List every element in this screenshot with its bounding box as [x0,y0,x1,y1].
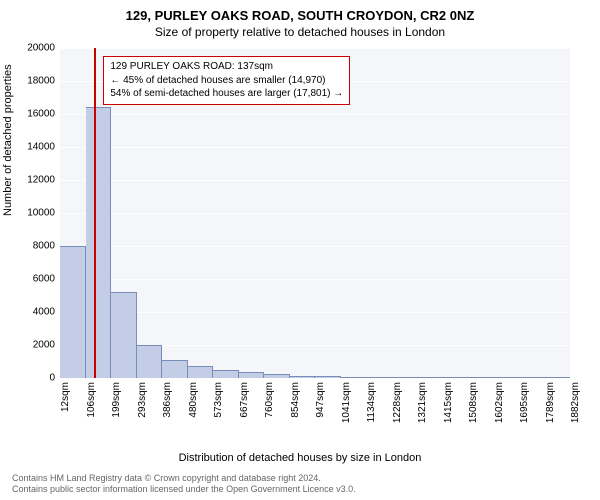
footer-attribution: Contains HM Land Registry data © Crown c… [12,473,356,496]
y-tick-label: 6000 [15,274,55,285]
grid-line [60,378,570,379]
grid-line [60,48,570,49]
plot-area: 129 PURLEY OAKS ROAD: 137sqm← 45% of det… [60,48,570,378]
histogram-bar [519,377,545,378]
x-tick-label: 760sqm [264,382,275,418]
y-tick-label: 16000 [15,109,55,120]
histogram-bar [60,246,86,378]
histogram-bar [188,366,214,378]
histogram-bar [392,377,418,378]
x-tick-label: 1602sqm [494,382,505,423]
x-tick-label: 1228sqm [392,382,403,423]
x-tick-label: 1789sqm [545,382,556,423]
histogram-bar [315,376,341,378]
annotation-line: ← 45% of detached houses are smaller (14… [110,74,343,88]
y-tick-label: 12000 [15,175,55,186]
chart-title-sub: Size of property relative to detached ho… [0,23,600,39]
x-tick-label: 199sqm [111,382,122,418]
y-tick-label: 20000 [15,43,55,54]
y-tick-label: 4000 [15,307,55,318]
grid-line [60,180,570,181]
histogram-bar [290,376,316,378]
histogram-bar [162,360,188,378]
y-tick-label: 8000 [15,241,55,252]
x-tick-label: 12sqm [60,382,71,412]
histogram-bar [443,377,469,378]
histogram-bar [213,370,239,378]
x-tick-label: 1041sqm [341,382,352,423]
histogram-bar [545,377,571,378]
footer-line-2: Contains public sector information licen… [12,484,356,496]
annotation-box: 129 PURLEY OAKS ROAD: 137sqm← 45% of det… [103,56,350,105]
y-tick-label: 18000 [15,76,55,87]
y-tick-label: 14000 [15,142,55,153]
x-tick-label: 667sqm [239,382,250,418]
x-tick-label: 1695sqm [519,382,530,423]
footer-line-1: Contains HM Land Registry data © Crown c… [12,473,356,485]
x-tick-label: 947sqm [315,382,326,418]
x-tick-label: 854sqm [290,382,301,418]
grid-line [60,213,570,214]
x-tick-label: 573sqm [213,382,224,418]
annotation-line: 129 PURLEY OAKS ROAD: 137sqm [110,60,343,74]
histogram-bar [111,292,137,378]
grid-line [60,114,570,115]
x-tick-label: 1508sqm [468,382,479,423]
x-tick-label: 293sqm [137,382,148,418]
grid-line [60,279,570,280]
chart-container: { "titles": { "main": "129, PURLEY OAKS … [0,0,600,500]
grid-line [60,147,570,148]
y-tick-label: 2000 [15,340,55,351]
x-tick-label: 106sqm [86,382,97,418]
y-tick-label: 10000 [15,208,55,219]
x-axis-title: Distribution of detached houses by size … [0,452,600,464]
annotation-line: 54% of semi-detached houses are larger (… [110,87,343,101]
grid-line [60,246,570,247]
histogram-bar [417,377,443,378]
histogram-bar [137,345,163,378]
histogram-bar [341,377,367,378]
histogram-bar [86,107,112,378]
grid-line [60,312,570,313]
histogram-bar [264,374,290,378]
x-tick-label: 1882sqm [570,382,581,423]
chart-title-main: 129, PURLEY OAKS ROAD, SOUTH CROYDON, CR… [0,0,600,23]
histogram-bar [468,377,494,378]
histogram-bar [239,372,265,378]
histogram-bar [366,377,392,378]
x-tick-label: 386sqm [162,382,173,418]
histogram-bar [494,377,520,378]
y-tick-label: 0 [15,373,55,384]
property-marker-line [94,48,96,378]
x-tick-label: 1321sqm [417,382,428,423]
y-axis-title: Number of detached properties [2,64,14,216]
x-tick-label: 1134sqm [366,382,377,422]
x-tick-label: 1415sqm [443,382,454,423]
x-tick-label: 480sqm [188,382,199,418]
